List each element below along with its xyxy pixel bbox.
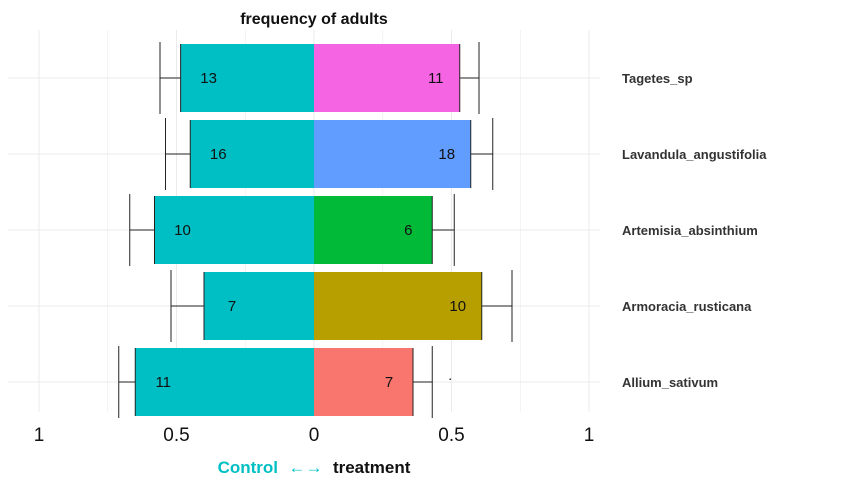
x-tick-label: 1 <box>34 425 45 446</box>
category-label: Armoracia_rusticana <box>622 299 752 314</box>
x-axis-label-arrow: ←→ <box>288 458 322 477</box>
bar-treatment <box>314 348 413 416</box>
bar-control <box>190 120 314 188</box>
x-tick-label: 1 <box>584 425 595 446</box>
bar-label-treatment: 11 <box>428 70 444 87</box>
bar-label-control: 11 <box>155 374 171 391</box>
category-label: Allium_sativum <box>622 375 718 390</box>
category-labels: Tagetes_sp Lavandula_angustifolia Artemisi… <box>622 71 767 390</box>
error-bars <box>118 42 513 418</box>
bar-labels: 13 11 16 18 10 6 7 10 11 7. <box>155 70 466 391</box>
x-tick-label: 0 <box>309 425 320 446</box>
bar-label-control: 13 <box>200 70 217 87</box>
x-tick-label: 0.5 <box>163 425 189 446</box>
bar-treatment <box>314 196 433 264</box>
x-tick-label: 0.5 <box>438 425 464 446</box>
bar-label-control: 10 <box>174 222 191 239</box>
category-label: Tagetes_sp <box>622 71 693 86</box>
x-axis-label-control: Control <box>218 458 278 477</box>
bar-label-treatment: 10 <box>449 298 466 315</box>
bar-treatment <box>314 272 482 340</box>
bar-label-control: 16 <box>210 146 227 163</box>
bars <box>135 44 482 416</box>
bar-control <box>204 272 314 340</box>
bar-label-control: 7 <box>228 298 236 315</box>
bar-control <box>180 44 314 112</box>
x-axis-ticks: 1 0.5 0 0.5 1 <box>34 425 595 446</box>
bar-label-treatment: 7 <box>385 374 393 391</box>
x-axis-label-treatment: treatment <box>333 458 411 477</box>
category-label: Artemisia_absinthium <box>622 223 758 238</box>
chart-title: frequency of adults <box>240 11 388 28</box>
bar-control <box>135 348 314 416</box>
bar-control <box>154 196 314 264</box>
category-label: Lavandula_angustifolia <box>622 147 767 162</box>
significance-annotation: . <box>448 367 452 383</box>
bar-treatment <box>314 44 460 112</box>
x-axis-label: Control ←→ treatment <box>218 458 411 477</box>
bar-treatment <box>314 120 471 188</box>
bar-label-treatment: 6 <box>404 222 412 239</box>
bar-label-treatment: 18 <box>438 146 455 163</box>
